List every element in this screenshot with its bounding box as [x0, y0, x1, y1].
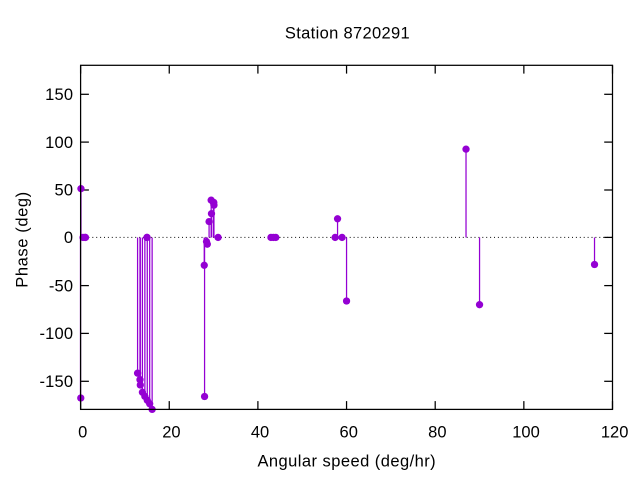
svg-text:-150: -150 — [39, 373, 73, 391]
svg-text:120: 120 — [601, 424, 629, 442]
svg-text:-100: -100 — [39, 325, 73, 343]
svg-text:Phase (deg): Phase (deg) — [14, 191, 32, 288]
svg-text:50: 50 — [55, 182, 74, 200]
svg-text:80: 80 — [428, 424, 446, 442]
svg-text:0: 0 — [64, 229, 73, 247]
svg-text:-50: -50 — [49, 277, 73, 295]
svg-text:150: 150 — [45, 86, 73, 104]
svg-text:20: 20 — [162, 424, 180, 442]
svg-text:Station 8720291: Station 8720291 — [285, 25, 410, 43]
svg-text:100: 100 — [512, 424, 540, 442]
svg-text:60: 60 — [340, 424, 358, 442]
svg-text:100: 100 — [45, 134, 73, 152]
svg-text:40: 40 — [251, 424, 269, 442]
svg-text:0: 0 — [78, 424, 87, 442]
svg-text:Angular speed (deg/hr): Angular speed (deg/hr) — [257, 452, 436, 470]
